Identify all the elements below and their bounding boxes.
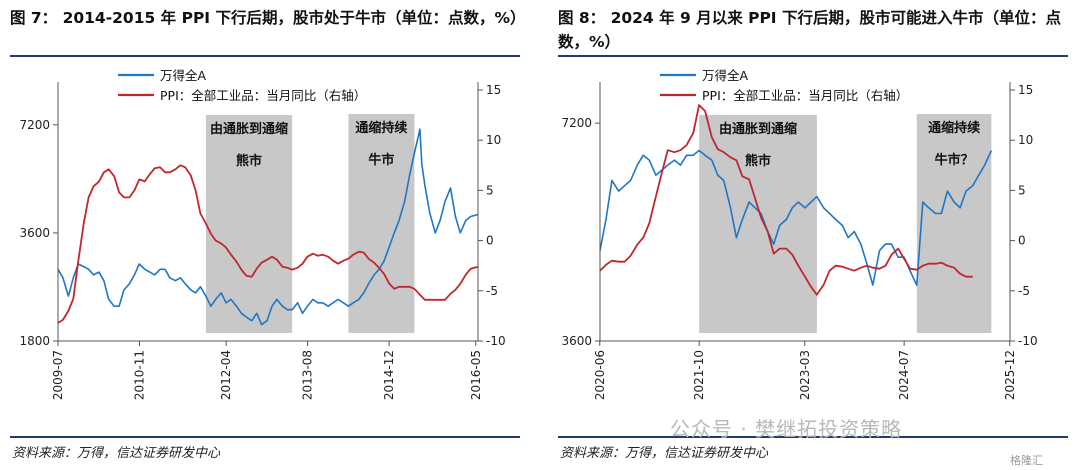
legend-label: 万得全A bbox=[160, 68, 207, 83]
x-axis-tick-label: 2013-08 bbox=[301, 350, 315, 400]
ppi-series-line bbox=[599, 104, 973, 296]
right-axis-tick-label: -10 bbox=[486, 334, 506, 348]
shaded-region bbox=[348, 114, 415, 333]
source-divider bbox=[558, 436, 1068, 438]
right-axis-tick-label: -5 bbox=[486, 284, 498, 298]
ppi-series-line bbox=[57, 164, 479, 324]
shaded-region-label: 熊市 bbox=[745, 153, 771, 169]
shaded-region-label: 通缩持续 bbox=[928, 120, 980, 136]
x-axis-tick-label: 2014-12 bbox=[382, 350, 396, 400]
x-axis-tick-label: 2016-05 bbox=[469, 350, 483, 400]
left-axis-tick-label: 3600 bbox=[19, 226, 50, 240]
shaded-region-label: 由通胀到通缩 bbox=[719, 121, 797, 137]
left-axis-tick-label: 7200 bbox=[561, 116, 592, 130]
x-axis-tick-label: 2023-03 bbox=[798, 350, 812, 400]
shaded-region-label: 通缩持续 bbox=[355, 120, 407, 136]
figure-8-source: 资料来源：万得，信达证券研发中心 bbox=[560, 446, 769, 461]
right-axis-tick-label: 5 bbox=[486, 183, 494, 197]
figure-7-panel: 图 7： 2014-2015 年 PPI 下行后期，股市处于牛市（单位：点数，%… bbox=[0, 0, 530, 470]
right-axis-tick-label: -10 bbox=[1018, 334, 1038, 348]
left-axis-tick-label: 3600 bbox=[561, 334, 592, 348]
figure-7-title: 图 7： 2014-2015 年 PPI 下行后期，股市处于牛市（单位：点数，%… bbox=[10, 9, 526, 27]
legend-label: PPI：全部工业品：当月同比（右轴） bbox=[702, 88, 908, 103]
legend-label: PPI：全部工业品：当月同比（右轴） bbox=[160, 88, 366, 103]
shaded-region bbox=[916, 114, 992, 333]
right-axis-tick-label: 15 bbox=[1018, 83, 1033, 97]
shaded-region bbox=[205, 115, 293, 333]
x-axis-tick-label: 2025-12 bbox=[1003, 350, 1017, 400]
x-axis-tick-label: 2009-07 bbox=[51, 350, 65, 400]
watermark-text: 公众号 · 樊继拓投资策略 bbox=[670, 417, 903, 441]
shaded-region bbox=[699, 115, 817, 333]
right-axis-tick-label: 5 bbox=[1018, 183, 1026, 197]
right-axis-tick-label: 0 bbox=[1018, 234, 1026, 248]
shaded-region-label: 由通胀到通缩 bbox=[210, 121, 288, 137]
shaded-region-label: 牛市 bbox=[368, 152, 394, 168]
figure-8-title: 图 8： 2024 年 9 月以来 PPI 下行后期，股市可能进入牛市（单位：点… bbox=[558, 9, 1061, 51]
x-axis-tick-label: 2021-10 bbox=[692, 350, 706, 400]
figure-7-source: 资料来源：万得，信达证券研发中心 bbox=[12, 446, 221, 461]
right-axis-tick-label: -5 bbox=[1018, 284, 1030, 298]
x-axis-tick-label: 2020-06 bbox=[593, 350, 607, 400]
right-axis-tick-label: 10 bbox=[1018, 133, 1033, 147]
wind-a-series-line bbox=[57, 128, 479, 326]
left-axis-tick-label: 1800 bbox=[19, 334, 50, 348]
shaded-region-label: 牛市？ bbox=[935, 152, 974, 168]
right-axis-tick-label: 0 bbox=[486, 234, 494, 248]
x-axis-tick-label: 2024-07 bbox=[897, 350, 911, 400]
right-axis-tick-label: 15 bbox=[486, 83, 501, 97]
left-axis-tick-label: 7200 bbox=[19, 118, 50, 132]
x-axis-tick-label: 2010-11 bbox=[133, 350, 147, 400]
legend-label: 万得全A bbox=[702, 68, 749, 83]
title-divider bbox=[10, 55, 520, 57]
wind-a-series-line bbox=[599, 149, 993, 286]
title-divider bbox=[558, 55, 1068, 57]
right-axis-tick-label: 10 bbox=[486, 133, 501, 147]
watermark-logo: 格隆汇 bbox=[1010, 454, 1043, 467]
figure-8-panel: 图 8： 2024 年 9 月以来 PPI 下行后期，股市可能进入牛市（单位：点… bbox=[548, 0, 1080, 470]
x-axis-tick-label: 2012-04 bbox=[219, 350, 233, 400]
shaded-region-label: 熊市 bbox=[236, 153, 262, 169]
source-divider bbox=[10, 436, 520, 438]
